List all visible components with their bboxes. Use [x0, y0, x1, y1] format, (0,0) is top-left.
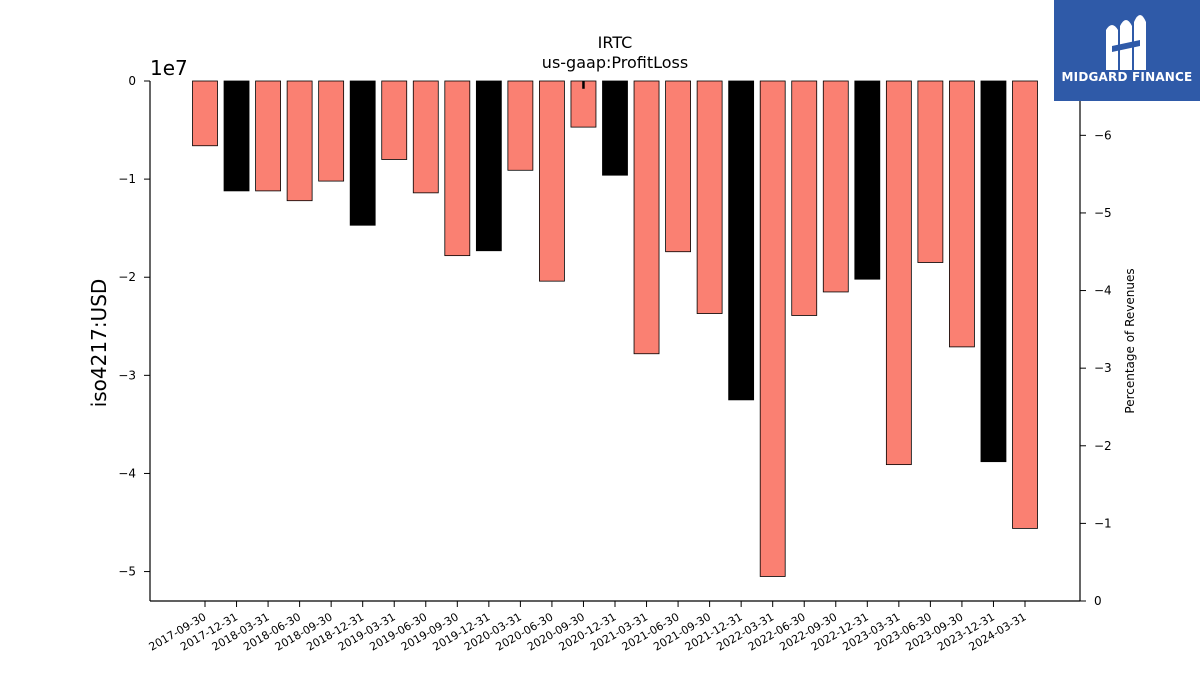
bar-2017-12-31: [223, 80, 250, 192]
chart-subtitle: us-gaap:ProfitLoss: [542, 53, 688, 72]
y2-tick-label: −3: [1094, 361, 1112, 375]
bar-2019-09-30: [444, 80, 471, 257]
y-tick-label: 0: [128, 74, 136, 88]
bar-2022-12-31: [854, 80, 881, 280]
y2-tick-label: −4: [1094, 284, 1112, 298]
x-axis-ticks: 2017-09-302017-12-312018-03-312018-06-30…: [147, 601, 1029, 654]
y-tick-label: −1: [118, 172, 136, 186]
y-tick-label: −2: [118, 270, 136, 284]
logo-text: MIDGARD FINANCE: [1062, 70, 1193, 84]
bar-2023-03-31: [885, 80, 912, 466]
bar-2021-12-31: [728, 80, 755, 401]
bar-2024-03-31: [1012, 80, 1038, 529]
bar-2021-09-30: [696, 80, 723, 314]
y-tick-label: −4: [118, 466, 136, 480]
bar-2019-03-31: [381, 80, 408, 160]
bar-series: [192, 80, 1038, 577]
bar-2021-03-31: [633, 80, 660, 355]
y2-tick-label: −1: [1094, 516, 1112, 530]
bar-2020-03-31: [507, 80, 534, 171]
logo-mark-icon: [1106, 15, 1146, 70]
bar-2018-06-30: [286, 80, 313, 202]
bar-2017-09-30: [192, 80, 218, 147]
bar-2023-12-31: [980, 80, 1007, 463]
y-tick-label: −3: [118, 368, 136, 382]
chart-title: IRTC: [598, 33, 633, 52]
y2-tick-label: −6: [1094, 128, 1112, 142]
y-axis-ticks: 0 −1 −2 −3 −4 −5: [118, 74, 150, 579]
bar-2023-06-30: [917, 80, 944, 263]
midgard-finance-logo: MIDGARD FINANCE: [1054, 0, 1200, 101]
y2-tick-label: −5: [1094, 206, 1112, 220]
bar-2020-12-31: [602, 80, 628, 176]
y2-axis-label: Percentage of Revenues: [1123, 268, 1137, 413]
y2-axis-ticks: 0 −1 −2 −3 −4 −5 −6: [1080, 128, 1112, 608]
bar-2022-06-30: [791, 80, 818, 316]
y-axis-label: iso4217:USD: [87, 279, 111, 408]
y2-tick-label: −2: [1094, 439, 1112, 453]
bar-2018-03-31: [255, 80, 281, 192]
bar-2019-06-30: [412, 80, 439, 194]
y2-tick-label: 0: [1094, 594, 1102, 608]
bar-2022-09-30: [822, 80, 849, 293]
bar-2018-09-30: [318, 80, 345, 182]
bar-2020-06-30: [539, 80, 565, 282]
bar-2018-12-31: [349, 80, 376, 226]
y-axis-offset-label: 1e7: [150, 56, 188, 80]
bar-2021-06-30: [665, 80, 691, 253]
bar-2022-03-31: [759, 80, 786, 577]
y-tick-label: −5: [118, 565, 136, 579]
bar-2023-09-30: [949, 80, 975, 348]
bar-2019-12-31: [475, 80, 502, 252]
